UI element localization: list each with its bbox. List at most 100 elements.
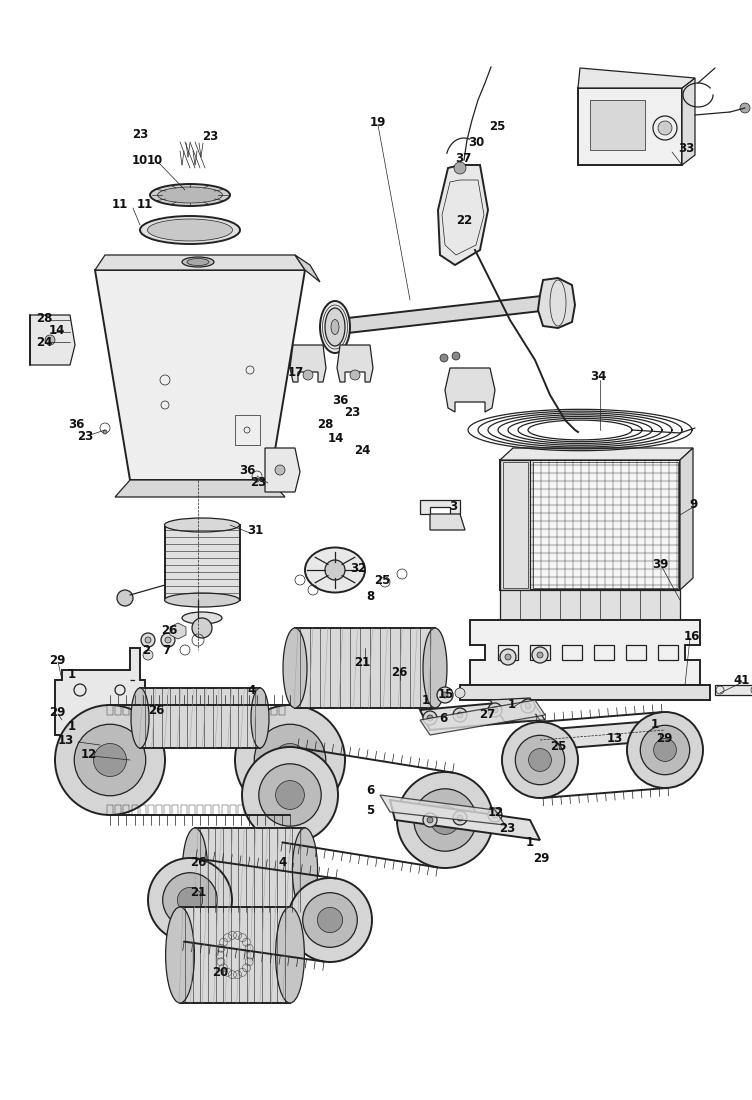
- Text: 21: 21: [354, 656, 370, 669]
- Ellipse shape: [325, 308, 345, 346]
- Text: 36: 36: [68, 418, 84, 431]
- Circle shape: [148, 858, 232, 942]
- Text: 21: 21: [190, 886, 206, 899]
- Circle shape: [259, 763, 321, 826]
- Circle shape: [488, 703, 502, 717]
- Text: 24: 24: [353, 443, 370, 456]
- Text: 26: 26: [190, 856, 206, 869]
- Circle shape: [515, 735, 565, 784]
- Text: 14: 14: [328, 431, 344, 444]
- Circle shape: [442, 692, 448, 698]
- Polygon shape: [140, 688, 260, 748]
- Circle shape: [455, 688, 465, 698]
- Circle shape: [397, 772, 493, 868]
- Ellipse shape: [150, 184, 230, 206]
- Polygon shape: [55, 648, 145, 745]
- Text: 7: 7: [162, 645, 170, 658]
- Ellipse shape: [331, 319, 339, 334]
- Polygon shape: [330, 295, 550, 336]
- Circle shape: [103, 430, 107, 434]
- Text: 1: 1: [651, 717, 659, 730]
- Text: 12: 12: [81, 748, 97, 760]
- Text: 33: 33: [678, 142, 694, 154]
- Text: 23: 23: [499, 822, 515, 835]
- Ellipse shape: [251, 688, 269, 748]
- Circle shape: [492, 707, 498, 713]
- Circle shape: [521, 698, 535, 713]
- Text: 2: 2: [142, 644, 150, 657]
- Polygon shape: [30, 315, 75, 365]
- Polygon shape: [430, 514, 465, 530]
- Circle shape: [454, 162, 466, 174]
- Text: 23: 23: [344, 407, 360, 419]
- Text: 27: 27: [479, 707, 495, 721]
- Polygon shape: [180, 908, 290, 1003]
- Text: 9: 9: [689, 497, 697, 510]
- Text: 30: 30: [468, 135, 484, 149]
- Text: 26: 26: [148, 704, 164, 716]
- Polygon shape: [390, 800, 540, 840]
- Circle shape: [145, 637, 151, 644]
- Circle shape: [117, 590, 133, 606]
- Ellipse shape: [131, 688, 149, 748]
- Circle shape: [317, 908, 343, 933]
- Ellipse shape: [140, 216, 240, 244]
- Text: 29: 29: [49, 705, 65, 718]
- Polygon shape: [290, 345, 326, 382]
- Polygon shape: [500, 590, 680, 620]
- Text: 41: 41: [734, 673, 750, 686]
- Circle shape: [303, 893, 357, 947]
- Polygon shape: [420, 500, 460, 514]
- Polygon shape: [578, 68, 695, 88]
- Text: 4: 4: [279, 856, 287, 869]
- Text: 25: 25: [374, 573, 390, 586]
- Circle shape: [93, 744, 126, 777]
- Text: 1: 1: [526, 836, 534, 848]
- Polygon shape: [578, 88, 682, 165]
- Text: 29: 29: [49, 653, 65, 667]
- Polygon shape: [500, 448, 693, 460]
- Ellipse shape: [275, 908, 305, 1003]
- Text: 36: 36: [332, 394, 348, 407]
- Text: 13: 13: [58, 734, 74, 747]
- Circle shape: [235, 705, 345, 815]
- Text: 29: 29: [533, 851, 549, 865]
- Text: 10: 10: [132, 154, 148, 166]
- Text: 23: 23: [77, 430, 93, 443]
- Ellipse shape: [305, 548, 365, 593]
- Text: 8: 8: [366, 590, 374, 603]
- Circle shape: [303, 370, 313, 379]
- Polygon shape: [715, 685, 752, 695]
- Ellipse shape: [147, 219, 232, 241]
- Polygon shape: [445, 368, 495, 412]
- Circle shape: [529, 749, 551, 771]
- Ellipse shape: [157, 187, 223, 204]
- Circle shape: [161, 632, 175, 647]
- Polygon shape: [490, 698, 545, 722]
- Circle shape: [488, 808, 502, 822]
- Ellipse shape: [182, 612, 222, 624]
- Circle shape: [452, 352, 460, 360]
- Circle shape: [505, 654, 511, 660]
- Ellipse shape: [423, 628, 447, 708]
- Text: 36: 36: [239, 463, 255, 476]
- Text: 5: 5: [366, 803, 374, 816]
- Polygon shape: [538, 278, 575, 328]
- Polygon shape: [590, 100, 645, 150]
- Text: 31: 31: [247, 524, 263, 537]
- Circle shape: [653, 738, 676, 761]
- Circle shape: [525, 703, 531, 710]
- Text: 1: 1: [508, 698, 516, 712]
- Ellipse shape: [165, 908, 195, 1003]
- Text: 22: 22: [456, 213, 472, 227]
- Circle shape: [427, 817, 433, 823]
- Text: 29: 29: [656, 732, 672, 745]
- Ellipse shape: [541, 288, 559, 316]
- Circle shape: [350, 370, 360, 379]
- Polygon shape: [295, 255, 320, 282]
- Text: 25: 25: [550, 739, 566, 752]
- Text: 23: 23: [202, 131, 218, 143]
- Circle shape: [423, 711, 437, 725]
- Circle shape: [192, 618, 212, 638]
- Circle shape: [440, 354, 448, 362]
